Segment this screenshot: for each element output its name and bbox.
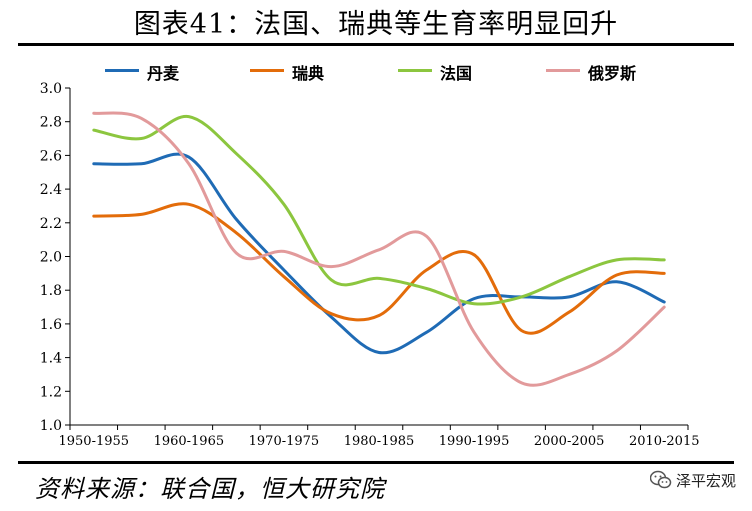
watermark-text: 泽平宏观 bbox=[675, 472, 736, 490]
x-tick-label: 2000-2005 bbox=[534, 434, 605, 449]
series-line-russia bbox=[92, 111, 666, 387]
legend-swatch-russia bbox=[546, 69, 580, 72]
legend-label-sweden: 瑞典 bbox=[292, 64, 325, 83]
y-tick-label: 1.6 bbox=[40, 317, 62, 333]
series-line-denmark bbox=[92, 152, 666, 355]
x-tick-label: 2010-2015 bbox=[629, 434, 700, 449]
legend-swatch-france bbox=[398, 69, 432, 72]
x-tick-label: 1950-1955 bbox=[58, 434, 129, 449]
title-divider bbox=[18, 43, 734, 46]
y-tick-label: 2.6 bbox=[40, 148, 62, 164]
legend-swatch-sweden bbox=[250, 69, 284, 72]
source-note: 资料来源：联合国，恒大研究院 bbox=[35, 475, 385, 503]
y-tick-label: 2.0 bbox=[40, 250, 62, 266]
wechat-icon bbox=[649, 470, 672, 489]
y-tick-label: 1.2 bbox=[40, 384, 62, 400]
y-tick-label: 2.8 bbox=[40, 115, 62, 131]
legend-swatch-denmark bbox=[105, 69, 139, 72]
y-tick-label: 2.4 bbox=[40, 182, 62, 198]
x-tick-label: 1990-1995 bbox=[439, 434, 510, 449]
legend-label-france: 法国 bbox=[440, 64, 473, 83]
y-tick-label: 3.0 bbox=[40, 81, 62, 97]
chart-title: 图表41：法国、瑞典等生育率明显回升 bbox=[133, 9, 619, 40]
y-tick-label: 1.4 bbox=[40, 351, 62, 367]
y-tick-label: 2.2 bbox=[40, 216, 62, 232]
series-line-sweden bbox=[92, 202, 666, 335]
x-tick-label: 1960-1965 bbox=[154, 434, 225, 449]
legend-label-russia: 俄罗斯 bbox=[588, 64, 637, 83]
series-line-france bbox=[92, 115, 666, 306]
watermark: 泽平宏观 bbox=[649, 470, 736, 492]
y-tick-label: 1.8 bbox=[40, 283, 62, 299]
x-tick-label: 1980-1985 bbox=[344, 434, 415, 449]
x-tick-label: 1970-1975 bbox=[249, 434, 320, 449]
legend-label-denmark: 丹麦 bbox=[147, 64, 180, 83]
line-chart: 1.0 1.2 1.4 1.6 1.8 2.0 2.2 2.4 2.6 2.8 3.0 1950-19… bbox=[40, 81, 700, 449]
footer-divider bbox=[18, 461, 734, 464]
y-tick-label: 1.0 bbox=[40, 418, 62, 434]
